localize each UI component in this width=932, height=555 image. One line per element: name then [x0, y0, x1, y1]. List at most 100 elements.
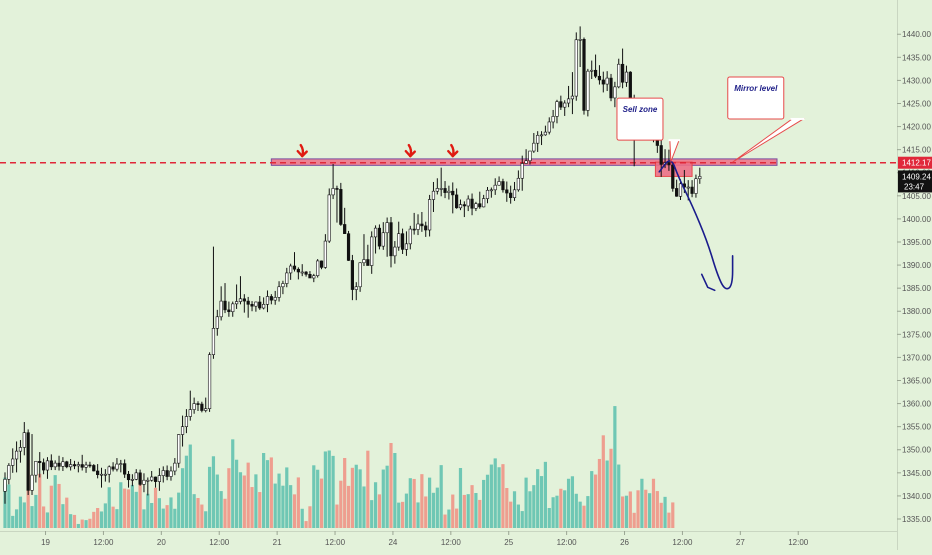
candle [173, 458, 177, 476]
candle [690, 180, 694, 198]
candle [362, 234, 366, 266]
volume-bar [103, 503, 107, 528]
volume-bar [470, 485, 474, 528]
volume-bar [107, 487, 111, 528]
candle [536, 131, 540, 152]
volume-bar [246, 462, 250, 528]
volume-bar [501, 464, 505, 528]
candle-body [296, 268, 300, 273]
volume-bar [431, 492, 436, 528]
bar-countdown-label: 23:47 [904, 182, 925, 191]
candle-body [578, 39, 582, 41]
volume-bar [61, 504, 65, 528]
candle-body [316, 260, 320, 276]
candle-body [107, 466, 111, 475]
candle-body [408, 228, 412, 245]
candle-body [119, 463, 123, 465]
volume-bar [609, 448, 613, 528]
volume-bar [327, 450, 331, 528]
candle [524, 149, 528, 164]
candle [458, 199, 463, 211]
x-tick-label: 12:00 [788, 538, 809, 547]
candle [497, 176, 501, 186]
candle-body [277, 286, 281, 298]
down-arrow-marker [447, 143, 459, 158]
down-arrow-marker [404, 143, 416, 158]
volume-bar [593, 474, 598, 528]
candle-body [435, 188, 439, 192]
candle [254, 301, 258, 312]
volume-bar [18, 496, 23, 528]
volume-bar [520, 511, 524, 528]
candle [601, 71, 605, 93]
candle-body [196, 403, 200, 405]
candle-body [586, 70, 590, 111]
candle [373, 225, 378, 254]
volume-bar [516, 504, 520, 528]
candle-body [431, 190, 436, 200]
x-tick-label: 26 [620, 538, 629, 547]
last-price-label: 1409.24 [902, 172, 931, 181]
candle [262, 297, 266, 310]
volume-bar [377, 494, 382, 528]
candle [505, 181, 509, 202]
candle-body [11, 458, 15, 466]
candle-body [26, 432, 30, 491]
volume-bar [617, 464, 621, 528]
volume-bar [404, 493, 409, 528]
candle [65, 460, 69, 469]
candle [354, 282, 358, 301]
volume-bar [346, 485, 351, 528]
candle [478, 191, 482, 209]
volume-bar [412, 478, 416, 528]
candle [150, 470, 154, 482]
y-tick-label: 1425.00 [902, 99, 931, 108]
y-tick-label: 1400.00 [902, 215, 931, 224]
candle-body [358, 262, 362, 288]
volume-bar [613, 406, 617, 528]
y-tick-label: 1340.00 [902, 492, 931, 501]
candle [404, 231, 409, 256]
candle-body [204, 408, 208, 411]
volume-bar [358, 469, 362, 528]
candle-body [466, 198, 470, 207]
volume-bar [397, 502, 401, 528]
candle-body [123, 463, 127, 475]
candle [316, 259, 320, 278]
candle [96, 464, 100, 479]
candle [84, 461, 88, 473]
volume-bar [385, 465, 389, 528]
candle [339, 182, 343, 226]
candle-body [474, 203, 478, 209]
candle-body [493, 184, 497, 191]
candle [482, 194, 486, 208]
volume-bar [285, 467, 289, 528]
volume-bar [69, 514, 73, 528]
candle [250, 301, 254, 312]
candle [350, 254, 355, 301]
arrow-head [404, 149, 416, 158]
volume-bar [474, 493, 478, 528]
candle [138, 469, 142, 486]
volume-bar [350, 467, 354, 528]
candle-body [180, 426, 185, 435]
y-tick-label: 1390.00 [902, 261, 931, 270]
candle-body [153, 476, 158, 482]
candle-body [539, 134, 544, 137]
candle [103, 469, 107, 482]
y-tick-label: 1335.00 [902, 515, 931, 524]
candle-body [335, 188, 339, 190]
volume-bar [435, 487, 439, 528]
candle-body [462, 204, 466, 207]
y-tick-label: 1365.00 [902, 376, 931, 385]
callout-text: Sell zone [623, 105, 658, 114]
volume-bar [165, 505, 169, 528]
candle [563, 100, 567, 116]
candle-body [115, 463, 119, 470]
candle-body [609, 77, 613, 99]
candle [620, 48, 625, 89]
candle-body [146, 479, 150, 482]
projected-path-arrowhead [700, 273, 716, 292]
candle-body [416, 223, 420, 230]
